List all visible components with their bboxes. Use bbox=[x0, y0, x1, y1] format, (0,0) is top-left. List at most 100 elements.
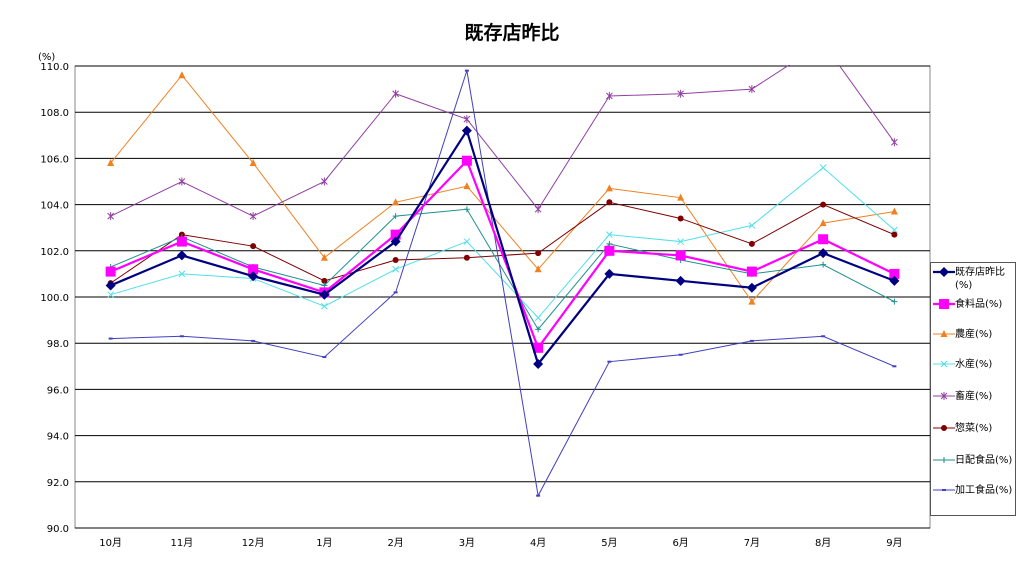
x-tick-label: 8月 bbox=[815, 537, 831, 549]
legend-item: 既存店昨比(%) bbox=[933, 266, 1015, 292]
x-tick-label: 1月 bbox=[316, 537, 332, 549]
data-point bbox=[176, 236, 187, 247]
y-axis-label: (%) bbox=[38, 52, 55, 63]
data-point bbox=[463, 182, 471, 190]
legend-label: 加工食品(%) bbox=[955, 485, 1013, 496]
series-line bbox=[110, 158, 895, 351]
legend-marker bbox=[939, 299, 949, 309]
x-tick-label: 2月 bbox=[387, 537, 403, 549]
y-tick-label: 108.0 bbox=[40, 108, 69, 119]
data-point bbox=[249, 212, 257, 221]
data-point bbox=[320, 253, 328, 261]
data-point bbox=[105, 266, 116, 277]
legend-swatch bbox=[933, 299, 955, 309]
data-point bbox=[392, 198, 400, 206]
data-point bbox=[677, 193, 685, 201]
legend-label: 水産(%) bbox=[955, 359, 993, 370]
data-point bbox=[463, 206, 470, 213]
data-point bbox=[463, 238, 471, 245]
data-point bbox=[533, 358, 544, 369]
data-point bbox=[390, 229, 401, 240]
data-point bbox=[392, 213, 399, 220]
data-point bbox=[178, 177, 186, 186]
data-point bbox=[889, 268, 900, 279]
data-point bbox=[178, 71, 186, 79]
chart-title: 既存店昨比 bbox=[464, 22, 560, 44]
data-point bbox=[461, 155, 472, 166]
data-point bbox=[820, 39, 826, 47]
data-point bbox=[107, 291, 114, 299]
y-tick-label: 90.0 bbox=[47, 524, 69, 535]
data-point bbox=[178, 270, 186, 278]
data-point bbox=[606, 92, 613, 101]
data-point bbox=[748, 240, 755, 247]
data-point bbox=[889, 275, 900, 286]
data-point bbox=[248, 271, 259, 282]
data-point bbox=[820, 201, 827, 208]
data-point bbox=[604, 268, 615, 279]
series-line bbox=[110, 65, 895, 217]
y-tick-label: 92.0 bbox=[47, 478, 69, 489]
legend-item: 農産(%) bbox=[933, 328, 1015, 341]
series-line bbox=[110, 166, 895, 319]
data-point bbox=[677, 238, 684, 245]
data-point bbox=[677, 215, 684, 222]
legend-marker bbox=[941, 457, 947, 463]
series-0 bbox=[105, 125, 900, 369]
data-point bbox=[891, 298, 898, 305]
data-point bbox=[321, 277, 328, 284]
legend-marker bbox=[941, 425, 947, 431]
data-point bbox=[392, 257, 399, 264]
data-point bbox=[746, 266, 757, 277]
series-6 bbox=[107, 206, 898, 333]
data-point bbox=[820, 261, 827, 268]
x-tick-label: 3月 bbox=[459, 537, 475, 549]
data-point bbox=[176, 250, 187, 261]
data-point bbox=[319, 289, 330, 300]
data-point bbox=[321, 177, 328, 186]
data-point bbox=[534, 265, 542, 273]
data-point bbox=[107, 212, 114, 221]
legend-label: 食料品(%) bbox=[955, 299, 1003, 310]
legend-label: 惣菜(%) bbox=[955, 423, 993, 434]
legend-marker bbox=[940, 392, 948, 400]
series-1 bbox=[105, 155, 900, 353]
series-line bbox=[110, 74, 895, 303]
y-tick-label: 106.0 bbox=[40, 154, 69, 165]
data-point bbox=[534, 314, 542, 322]
data-point bbox=[819, 164, 827, 171]
x-tick-label: 9月 bbox=[886, 537, 902, 549]
data-point bbox=[463, 254, 470, 261]
legend-marker bbox=[940, 360, 948, 368]
data-point bbox=[605, 184, 613, 192]
data-point bbox=[748, 222, 756, 229]
data-point bbox=[891, 138, 898, 147]
legend-item: 日配食品(%) bbox=[933, 454, 1015, 467]
data-point bbox=[250, 243, 257, 250]
legend-swatch bbox=[933, 489, 955, 491]
legend-swatch bbox=[933, 330, 955, 337]
legend-item: 食料品(%) bbox=[933, 298, 1015, 311]
data-point bbox=[105, 280, 116, 291]
data-point bbox=[463, 115, 471, 124]
data-point bbox=[249, 159, 257, 167]
data-point bbox=[390, 236, 401, 247]
y-tick-label: 96.0 bbox=[47, 385, 69, 396]
data-point bbox=[748, 297, 756, 305]
y-tick-label: 98.0 bbox=[47, 339, 69, 350]
legend-label: 畜産(%) bbox=[955, 391, 993, 402]
series-line bbox=[110, 208, 895, 331]
data-point bbox=[392, 265, 399, 273]
legend-marker bbox=[940, 330, 948, 337]
series-7 bbox=[108, 69, 897, 498]
data-point bbox=[533, 342, 544, 353]
y-tick-label: 104.0 bbox=[40, 201, 69, 212]
data-point bbox=[675, 250, 686, 261]
data-point bbox=[107, 159, 115, 167]
data-point bbox=[891, 231, 898, 238]
x-tick-label: 12月 bbox=[242, 537, 265, 549]
data-point bbox=[321, 302, 328, 310]
x-tick-label: 11月 bbox=[171, 537, 194, 549]
y-tick-label: 102.0 bbox=[40, 247, 69, 258]
legend-item: 惣菜(%) bbox=[933, 422, 1015, 435]
